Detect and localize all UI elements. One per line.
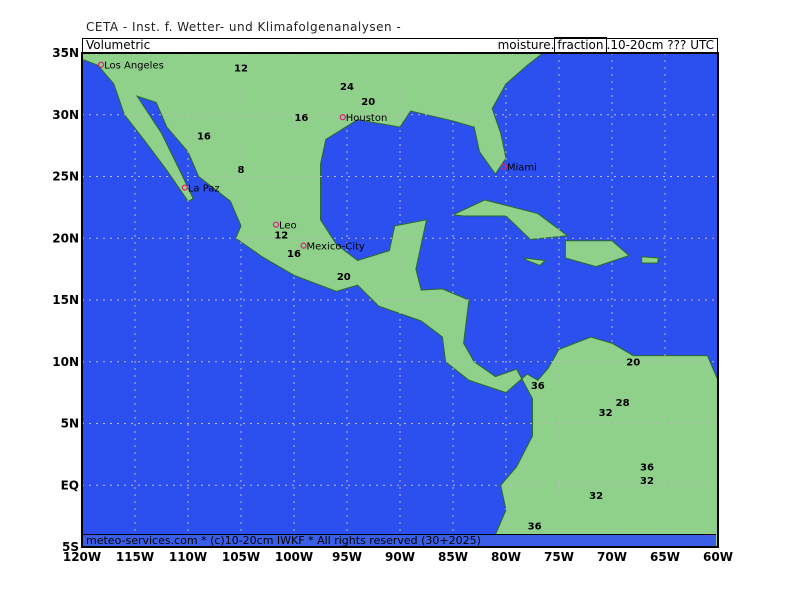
lon-tick-label: 90W bbox=[385, 550, 415, 564]
lat-tick-label: 25N bbox=[52, 170, 79, 184]
graticule bbox=[82, 53, 718, 547]
contour-label: 36 bbox=[531, 381, 545, 392]
city-marker-icon bbox=[97, 61, 105, 68]
coast-hispaniola bbox=[564, 240, 630, 268]
lon-tick-label: 85W bbox=[438, 550, 468, 564]
city-marker-icon bbox=[272, 221, 280, 228]
land-hispaniola bbox=[565, 240, 629, 267]
city-marker-icon bbox=[500, 163, 507, 170]
city-mexico-city: Mexico-City bbox=[300, 242, 365, 253]
cities: Los Angeles Houston Miami La Paz Leo Mexico-C… bbox=[97, 61, 537, 253]
city-la-paz: La Paz bbox=[181, 184, 220, 195]
land-puerto-rico bbox=[641, 256, 659, 263]
city-marker-icon bbox=[181, 184, 188, 191]
city-leo: Leo bbox=[272, 221, 297, 232]
contour-label: 16 bbox=[197, 131, 211, 142]
contour-label: 28 bbox=[616, 398, 630, 409]
contour-label: 12 bbox=[234, 64, 248, 75]
contour-label: 32 bbox=[599, 408, 613, 419]
city-label: Houston bbox=[346, 113, 388, 124]
lat-tick-label: 35N bbox=[52, 46, 79, 60]
coast-puerto-rico bbox=[641, 256, 660, 264]
lon-tick-label: 65W bbox=[650, 550, 680, 564]
lon-tick-label: 60W bbox=[703, 550, 733, 564]
lat-tick-label: 20N bbox=[52, 231, 79, 245]
title-left: Volumetric bbox=[86, 38, 151, 52]
lat-tick-label: 5S bbox=[62, 540, 79, 554]
city-label: Miami bbox=[507, 163, 537, 174]
lon-tick-label: 110W bbox=[169, 550, 207, 564]
city-marker-icon bbox=[339, 114, 346, 121]
lat-tick-label: EQ bbox=[61, 478, 79, 492]
lon-tick-label: 115W bbox=[116, 550, 154, 564]
lon-tick-label: 80W bbox=[491, 550, 521, 564]
lon-tick-label: 105W bbox=[222, 550, 260, 564]
lat-tick-label: 30N bbox=[52, 108, 79, 122]
coast-cuba bbox=[451, 199, 569, 241]
axis-ticks: 120W 115W 110W 105W 100W 95W 90W 85W 80W 75W 70W 65… bbox=[52, 46, 733, 564]
contour-label: 24 bbox=[340, 82, 354, 93]
contour-label: 8 bbox=[238, 165, 245, 176]
copyright-footer: meteo-services.com * (c)10-20cm IWKF * A… bbox=[83, 534, 716, 547]
contour-label: 32 bbox=[589, 491, 603, 502]
city-label: Los Angeles bbox=[104, 61, 164, 72]
contour-label: 16 bbox=[294, 113, 308, 124]
coast-jamaica bbox=[522, 257, 547, 266]
title-level: .10-20cm ??? UTC bbox=[606, 38, 715, 52]
contour-label: 12 bbox=[274, 230, 288, 241]
header-text: CETA - Inst. f. Wetter- und Klimafolgena… bbox=[86, 20, 402, 34]
title-unit-box: fraction bbox=[554, 37, 607, 53]
contour-label: 36 bbox=[640, 462, 654, 473]
lon-tick-label: 70W bbox=[597, 550, 627, 564]
contour-label: 36 bbox=[528, 522, 542, 533]
lat-tick-label: 5N bbox=[61, 417, 79, 431]
city-marker-icon bbox=[300, 242, 307, 249]
city-label: Leo bbox=[279, 221, 297, 232]
city-los-angeles: Los Angeles bbox=[97, 61, 164, 72]
contour-label: 20 bbox=[337, 272, 351, 283]
title-variable: moisture. bbox=[497, 38, 555, 52]
lat-tick-label: 10N bbox=[52, 355, 79, 369]
contour-label: 32 bbox=[640, 476, 654, 487]
contour-label: 20 bbox=[361, 97, 375, 108]
title-right: moisture. fraction .10-20cm ??? UTC bbox=[497, 37, 715, 53]
city-label: La Paz bbox=[188, 184, 220, 195]
city-houston: Houston bbox=[339, 113, 388, 124]
city-miami: Miami bbox=[500, 163, 537, 174]
lon-tick-label: 120W bbox=[63, 550, 101, 564]
contour-label: 16 bbox=[287, 249, 301, 260]
lon-tick-label: 95W bbox=[332, 550, 362, 564]
lat-tick-label: 15N bbox=[52, 293, 79, 307]
lon-tick-label: 100W bbox=[275, 550, 313, 564]
contour-label: 20 bbox=[626, 357, 640, 368]
city-label: Mexico-City bbox=[307, 242, 365, 253]
map-frame bbox=[81, 52, 719, 548]
lon-tick-label: 75W bbox=[544, 550, 574, 564]
